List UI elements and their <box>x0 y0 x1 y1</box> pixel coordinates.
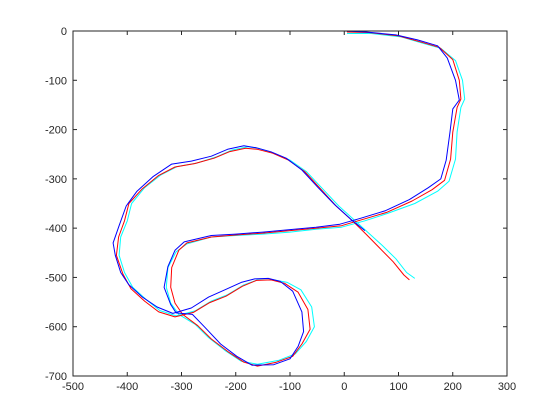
y-axis-ticks: 0 -100 -200 -300 -400 -500 -600 -700 <box>45 26 507 383</box>
y-tick-label: -700 <box>45 371 67 383</box>
x-tick-label: -100 <box>279 381 301 393</box>
x-tick-label: -300 <box>170 381 192 393</box>
x-tick-label: 300 <box>498 381 516 393</box>
x-axis-ticks: -500 -400 -300 -200 -100 0 100 200 300 <box>62 31 516 393</box>
y-tick-label: -300 <box>45 174 67 186</box>
x-tick-label: -400 <box>116 381 138 393</box>
x-tick-label: -500 <box>62 381 84 393</box>
x-tick-label: 200 <box>444 381 462 393</box>
y-tick-label: -100 <box>45 75 67 87</box>
series-line-1 <box>118 33 466 365</box>
y-tick-label: -500 <box>45 272 67 284</box>
y-tick-label: -200 <box>45 125 67 137</box>
x-tick-label: 0 <box>341 381 347 393</box>
series-layer <box>112 31 466 367</box>
x-tick-label: 100 <box>389 381 407 393</box>
plot-area <box>73 31 507 376</box>
y-tick-label: 0 <box>61 26 67 38</box>
y-tick-label: -400 <box>45 223 67 235</box>
series-line-3 <box>112 31 460 366</box>
series-line-2 <box>115 31 462 367</box>
x-tick-label: -200 <box>225 381 247 393</box>
y-tick-label: -600 <box>45 322 67 334</box>
